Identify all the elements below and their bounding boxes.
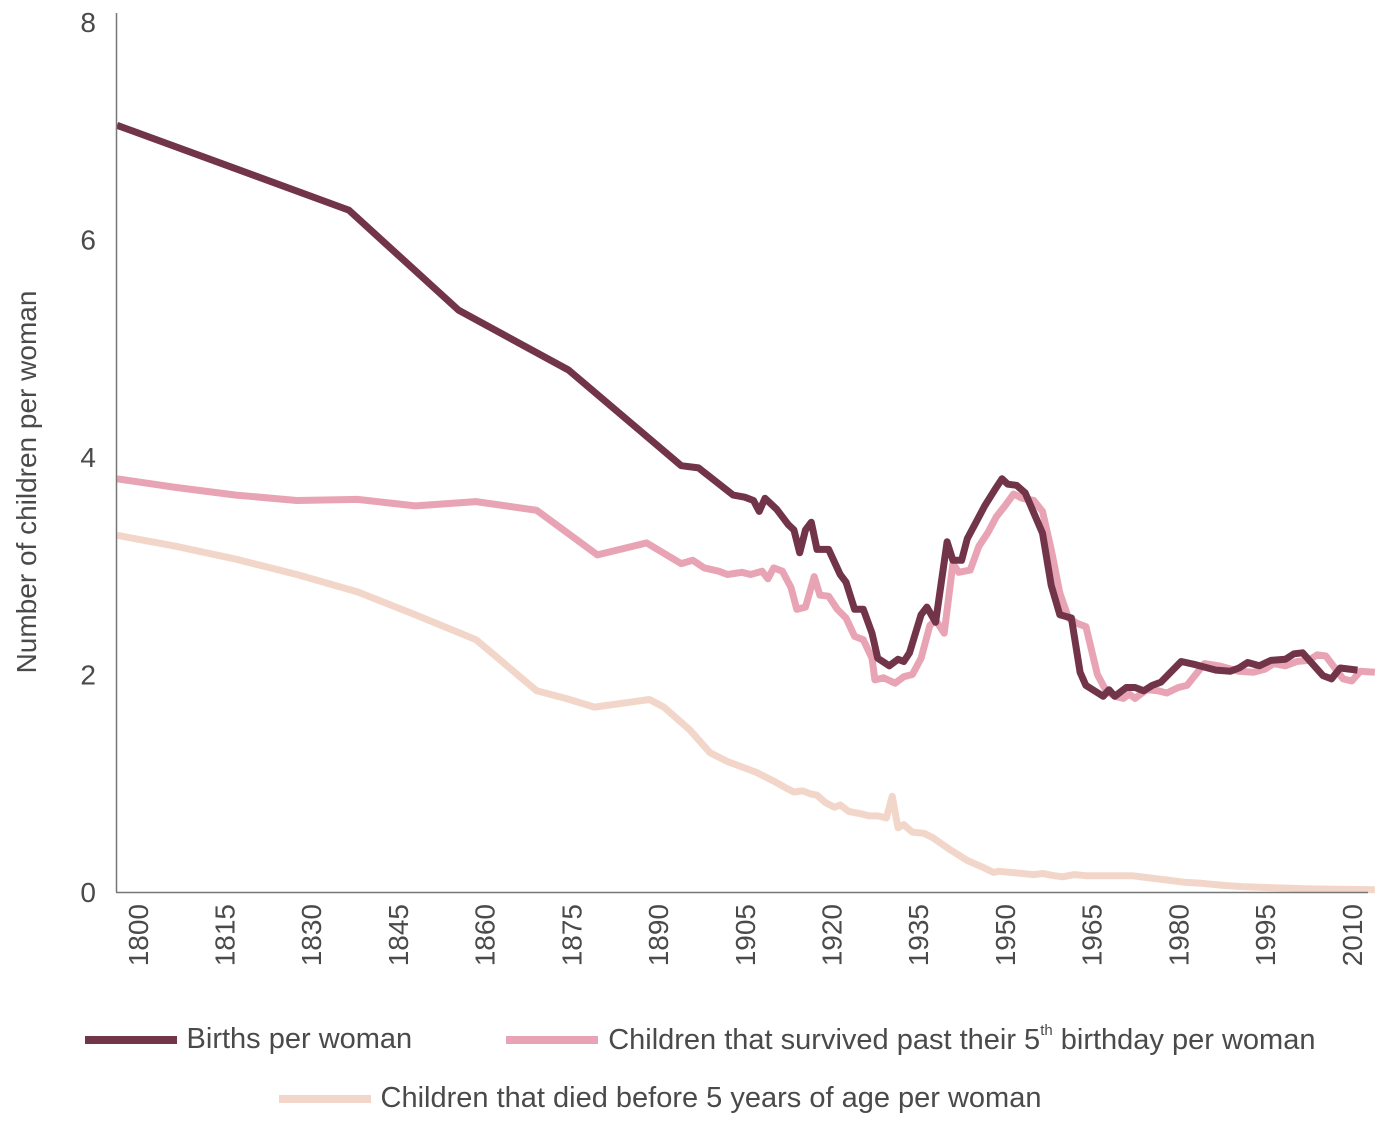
x-tick-label: 1965: [1077, 904, 1108, 966]
y-tick-label: 6: [80, 225, 96, 256]
series-group: [115, 122, 1376, 894]
legend-swatch-survived: [506, 1035, 599, 1044]
x-tick-label: 1950: [990, 904, 1021, 966]
legend-label-survived-part2: birthday per woman: [1052, 1024, 1316, 1056]
legend-item-births: Births per woman: [84, 1023, 413, 1056]
legend-label-survived-part1: Children that survived past their 5: [608, 1024, 1041, 1056]
x-tick-label: 1875: [556, 904, 587, 966]
x-tick-label: 1905: [730, 904, 761, 966]
y-tick-label: 8: [80, 7, 96, 38]
y-tick-label: 0: [80, 877, 96, 908]
legend-label-survived: Children that survived past their 5th bi…: [608, 1022, 1315, 1057]
x-tick-label: 1845: [383, 904, 414, 966]
y-axis-title: Number of children per woman: [11, 291, 42, 674]
x-tick-label: 1815: [210, 904, 241, 966]
legend-item-survived: Children that survived past their 5th bi…: [506, 1022, 1315, 1057]
x-tick-label: 1800: [123, 904, 154, 966]
legend-label-died: Children that died before 5 years of age…: [380, 1082, 1042, 1114]
x-tick-label: 2010: [1337, 904, 1368, 966]
y-tick-label: 2: [80, 660, 96, 691]
series-line-births: [115, 122, 1358, 700]
series-line-died: [116, 531, 1375, 894]
legend-swatch-died: [278, 1094, 371, 1103]
x-tick-label: 1935: [903, 904, 934, 966]
legend-label-survived-sup: th: [1040, 1022, 1053, 1039]
x-tick-labels: 1800 1815 1830 1845 1860 1875 1890 1905 1920 1935…: [123, 904, 1368, 966]
legend-label-births: Births per woman: [186, 1023, 413, 1055]
x-tick-label: 1980: [1163, 904, 1194, 966]
x-tick-label: 1920: [817, 904, 848, 966]
y-tick-label: 4: [80, 442, 96, 473]
x-tick-label: 1890: [643, 904, 674, 966]
y-axis-title-group: Number of children per woman: [11, 291, 42, 674]
legend-row-1: Births per woman Children that survived …: [0, 1022, 1400, 1057]
y-tick-labels: 0 2 4 6 8: [80, 7, 96, 908]
legend-row-2: Children that died before 5 years of age…: [0, 1082, 1400, 1115]
x-tick-label: 1830: [296, 904, 327, 966]
x-tick-label: 1860: [470, 904, 501, 966]
legend-item-died: Children that died before 5 years of age…: [278, 1082, 1042, 1115]
legend-swatch-births: [84, 1035, 177, 1044]
x-tick-label: 1995: [1250, 904, 1281, 966]
